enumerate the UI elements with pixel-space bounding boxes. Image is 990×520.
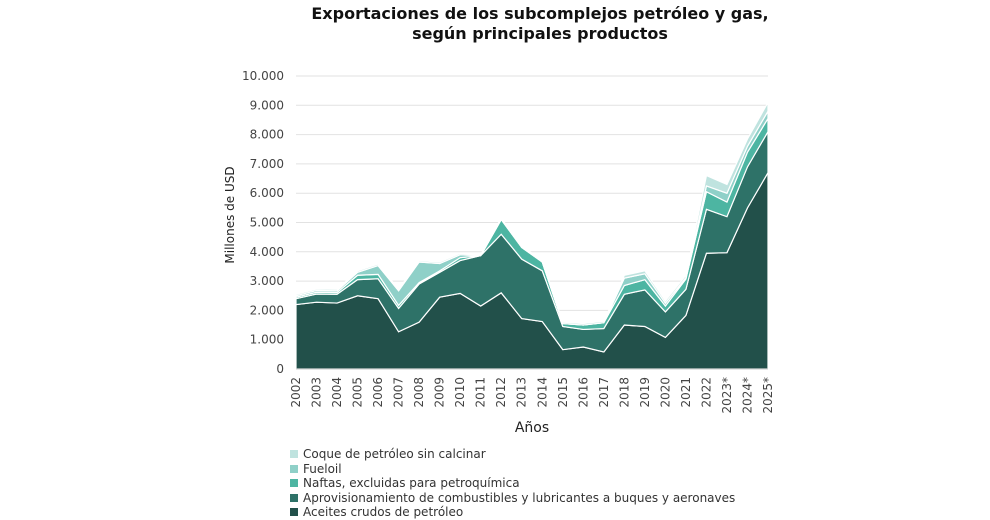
y-axis-label: Millones de USD xyxy=(223,166,237,263)
y-tick-label: 2.000 xyxy=(250,303,284,317)
legend-item: Coque de petróleo sin calcinar xyxy=(290,447,735,462)
legend-swatch xyxy=(290,450,298,459)
x-tick-label: 2008 xyxy=(412,377,426,408)
x-tick-label: 2010 xyxy=(453,377,467,408)
legend-item: Aceites crudos de petróleo xyxy=(290,505,735,520)
x-tick-label: 2024* xyxy=(740,377,754,414)
y-tick-label: 3.000 xyxy=(250,274,284,288)
legend-item: Fueloil xyxy=(290,462,735,477)
y-tick-label: 4.000 xyxy=(250,245,284,259)
x-tick-label: 2009 xyxy=(433,377,447,408)
y-tick-label: 7.000 xyxy=(250,157,284,171)
x-tick-label: 2023* xyxy=(720,377,734,414)
y-tick-label: 9.000 xyxy=(250,98,284,112)
y-tick-label: 0 xyxy=(276,362,284,376)
legend-label: Naftas, excluidas para petroquímica xyxy=(303,476,520,490)
x-tick-label: 2004 xyxy=(330,377,344,408)
legend: Coque de petróleo sin calcinar Fueloil Naf… xyxy=(290,447,735,520)
x-axis-label: Años xyxy=(515,420,549,436)
x-tick-label: 2020 xyxy=(658,377,672,408)
x-tick-label: 2017 xyxy=(597,377,611,408)
chart-title: Exportaciones de los subcomplejos petról… xyxy=(250,4,830,44)
title-line: Exportaciones de los subcomplejos petról… xyxy=(311,4,769,23)
y-tick-label: 5.000 xyxy=(250,216,284,230)
legend-label: Aprovisionamiento de combustibles y lubr… xyxy=(303,490,736,505)
x-tick-label: 2003 xyxy=(310,377,324,408)
y-tick-label: 6.000 xyxy=(250,186,284,200)
y-tick-label: 10.000 xyxy=(242,69,284,83)
x-tick-label: 2021 xyxy=(679,377,693,408)
x-tick-label: 2025* xyxy=(761,377,775,414)
y-tick-label: 8.000 xyxy=(250,128,284,142)
x-tick-label: 2005 xyxy=(351,377,365,408)
x-tick-label: 2019 xyxy=(638,377,652,408)
x-tick-label: 2002 xyxy=(289,377,303,408)
legend-swatch xyxy=(290,479,298,488)
x-tick-label: 2014 xyxy=(535,377,549,408)
legend-item: Aprovisionamiento de combustibles y lubr… xyxy=(290,491,735,506)
legend-swatch xyxy=(290,493,298,502)
x-tick-label: 2018 xyxy=(617,377,631,408)
legend-label: Aceites crudos de petróleo xyxy=(303,505,464,519)
x-tick-label: 2016 xyxy=(576,377,590,408)
x-tick-label: 2011 xyxy=(474,377,488,408)
x-tick-label: 2022 xyxy=(699,377,713,408)
legend-swatch xyxy=(290,508,298,517)
stacked-area-chart: 0 1.000 2.000 3.000 4.000 5.000 6.000 7.000 8.00… xyxy=(223,69,775,436)
legend-item: Naftas, excluidas para petroquímica xyxy=(290,476,735,491)
x-tick-label: 2007 xyxy=(392,377,406,408)
title-line: según principales productos xyxy=(412,24,668,43)
legend-label: Fueloil xyxy=(303,461,342,476)
x-tick-label: 2006 xyxy=(371,377,385,408)
legend-label: Coque de petróleo sin calcinar xyxy=(303,447,486,461)
area-series-4 xyxy=(295,100,769,326)
x-tick-label: 2012 xyxy=(494,377,508,408)
legend-swatch xyxy=(290,464,298,473)
x-tick-label: 2015 xyxy=(556,377,570,408)
y-tick-label: 1.000 xyxy=(250,333,284,347)
x-tick-label: 2013 xyxy=(515,377,529,408)
